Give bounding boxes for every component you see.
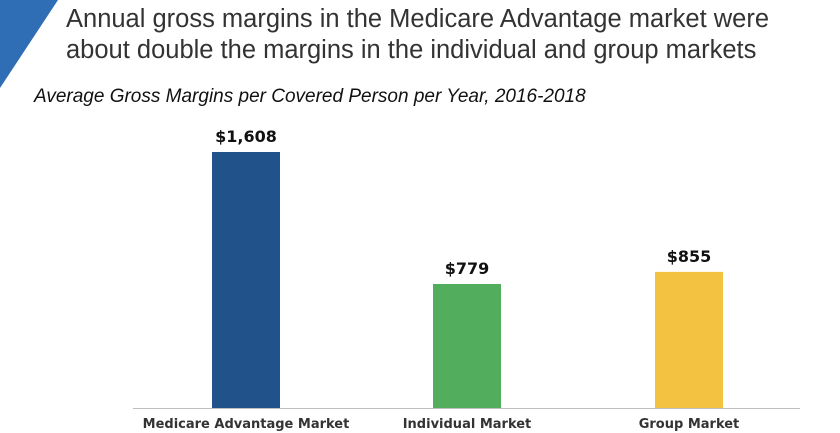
category-label: Individual Market — [403, 417, 532, 432]
headline-line-2: about double the margins in the individu… — [66, 36, 757, 64]
category-label: Group Market — [639, 417, 740, 432]
slide-headline: Annual gross margins in the Medicare Adv… — [66, 4, 836, 66]
chart-title: Average Gross Margins per Covered Person… — [34, 86, 586, 107]
corner-accent-shape — [0, 0, 58, 88]
bar-individual-market — [433, 283, 501, 408]
data-label: $855 — [667, 247, 712, 266]
bar-group-market — [655, 271, 723, 408]
data-label: $1,608 — [215, 127, 277, 146]
headline-line-1: Annual gross margins in the Medicare Adv… — [66, 5, 770, 33]
data-label: $779 — [445, 259, 490, 278]
bar-medicare-advantage-market — [212, 152, 280, 408]
category-label: Medicare Advantage Market — [143, 417, 350, 432]
